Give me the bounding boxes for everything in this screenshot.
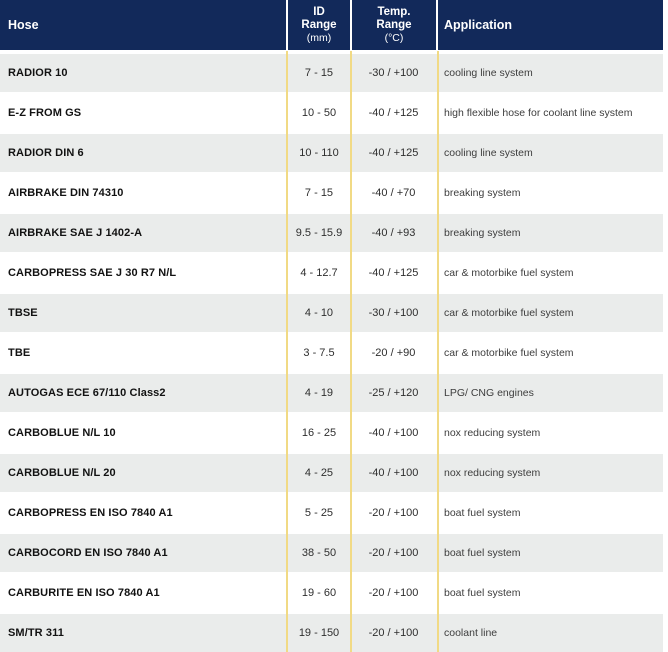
id-range-value: 4 - 12.7 <box>300 267 338 279</box>
table-row: CARBOPRESS SAE J 30 R7 N/L 4 - 12.7 -40 … <box>0 253 663 293</box>
application-value: cooling line system <box>444 147 533 159</box>
hose-name: CARBURITE EN ISO 7840 A1 <box>8 587 160 599</box>
table-row: CARBOPRESS EN ISO 7840 A1 5 - 25 -20 / +… <box>0 493 663 533</box>
table-row: E-Z FROM GS 10 - 50 -40 / +125 high flex… <box>0 93 663 133</box>
table-row: RADIOR DIN 6 10 - 110 -40 / +125 cooling… <box>0 133 663 173</box>
table-row: CARBOBLUE N/L 20 4 - 25 -40 / +100 nox r… <box>0 453 663 493</box>
application-value: nox reducing system <box>444 427 541 439</box>
temp-range-value: -40 / +70 <box>371 187 416 199</box>
temp-range-value: -40 / +125 <box>368 107 419 119</box>
temp-range-value: -25 / +120 <box>368 387 419 399</box>
table-body: RADIOR 10 7 - 15 -30 / +100 cooling line… <box>0 53 668 652</box>
hose-name: AIRBRAKE SAE J 1402-A <box>8 227 143 239</box>
id-range-value: 19 - 60 <box>301 587 337 599</box>
table-row: AIRBRAKE DIN 74310 7 - 15 -40 / +70 brea… <box>0 173 663 213</box>
column-divider-3 <box>437 51 439 652</box>
temp-range-value: -40 / +100 <box>368 427 419 439</box>
id-range-value: 16 - 25 <box>301 427 337 439</box>
application-value: breaking system <box>444 227 521 239</box>
col-header-id-line2: Range <box>301 18 337 31</box>
table-row: RADIOR 10 7 - 15 -30 / +100 cooling line… <box>0 53 663 93</box>
id-range-value: 9.5 - 15.9 <box>295 227 343 239</box>
id-range-value: 4 - 25 <box>304 467 334 479</box>
table-row: AUTOGAS ECE 67/110 Class2 4 - 19 -25 / +… <box>0 373 663 413</box>
id-range-value: 4 - 19 <box>304 387 334 399</box>
temp-range-value: -20 / +100 <box>368 587 419 599</box>
table-row: CARBURITE EN ISO 7840 A1 19 - 60 -20 / +… <box>0 573 663 613</box>
temp-range-value: -40 / +125 <box>368 147 419 159</box>
col-header-id-range: ID Range (mm) <box>288 0 350 50</box>
table-row: TBSE 4 - 10 -30 / +100 car & motorbike f… <box>0 293 663 333</box>
hose-name: CARBOBLUE N/L 10 <box>8 427 116 439</box>
col-header-temp-line1: Temp. <box>377 5 411 18</box>
temp-range-value: -20 / +100 <box>368 627 419 639</box>
temp-range-value: -40 / +125 <box>368 267 419 279</box>
temp-range-value: -20 / +90 <box>371 347 416 359</box>
hose-name: CARBOPRESS EN ISO 7840 A1 <box>8 507 173 519</box>
table-row: AIRBRAKE SAE J 1402-A 9.5 - 15.9 -40 / +… <box>0 213 663 253</box>
hose-name: CARBOPRESS SAE J 30 R7 N/L <box>8 267 177 279</box>
table-header: Hose ID Range (mm) Temp. Range (°C) Appl… <box>0 0 663 50</box>
application-value: nox reducing system <box>444 467 541 479</box>
column-divider-1 <box>286 51 288 652</box>
hose-name: TBSE <box>8 307 38 319</box>
hose-name: AUTOGAS ECE 67/110 Class2 <box>8 387 166 399</box>
table-row: CARBOCORD EN ISO 7840 A1 38 - 50 -20 / +… <box>0 533 663 573</box>
col-header-temp-range: Temp. Range (°C) <box>352 0 436 50</box>
application-value: car & motorbike fuel system <box>444 347 574 359</box>
id-range-value: 5 - 25 <box>304 507 334 519</box>
application-value: coolant line <box>444 627 498 639</box>
temp-range-value: -20 / +100 <box>368 547 419 559</box>
application-value: boat fuel system <box>444 587 521 599</box>
id-range-value: 10 - 110 <box>299 147 339 159</box>
temp-range-value: -40 / +93 <box>371 227 416 239</box>
hose-name: E-Z FROM GS <box>8 107 82 119</box>
col-header-id-unit: (mm) <box>306 31 332 44</box>
application-value: high flexible hose for coolant line syst… <box>444 107 633 119</box>
id-range-value: 19 - 150 <box>298 627 340 639</box>
hose-name: AIRBRAKE DIN 74310 <box>8 187 124 199</box>
hose-name: CARBOCORD EN ISO 7840 A1 <box>8 547 168 559</box>
hose-name: SM/TR 311 <box>8 627 64 639</box>
application-value: cooling line system <box>444 67 533 79</box>
table-row: SM/TR 311 19 - 150 -20 / +100 coolant li… <box>0 613 663 652</box>
application-value: breaking system <box>444 187 521 199</box>
col-header-temp-unit: (°C) <box>384 31 404 44</box>
temp-range-value: -40 / +100 <box>368 467 419 479</box>
application-value: car & motorbike fuel system <box>444 307 574 319</box>
application-value: LPG/ CNG engines <box>444 387 534 399</box>
hose-name: RADIOR 10 <box>8 67 68 79</box>
id-range-value: 4 - 10 <box>304 307 334 319</box>
col-header-application: Application <box>438 0 663 50</box>
application-value: car & motorbike fuel system <box>444 267 574 279</box>
column-divider-2 <box>350 51 352 652</box>
col-header-temp-line2: Range <box>376 18 412 31</box>
col-header-hose: Hose <box>0 0 286 50</box>
temp-range-value: -20 / +100 <box>368 507 419 519</box>
id-range-value: 38 - 50 <box>301 547 337 559</box>
hose-name: RADIOR DIN 6 <box>8 147 84 159</box>
hose-name: CARBOBLUE N/L 20 <box>8 467 116 479</box>
temp-range-value: -30 / +100 <box>368 307 419 319</box>
application-value: boat fuel system <box>444 547 521 559</box>
table-row: CARBOBLUE N/L 10 16 - 25 -40 / +100 nox … <box>0 413 663 453</box>
id-range-value: 3 - 7.5 <box>303 347 335 359</box>
table-row: TBE 3 - 7.5 -20 / +90 car & motorbike fu… <box>0 333 663 373</box>
id-range-value: 7 - 15 <box>304 67 334 79</box>
temp-range-value: -30 / +100 <box>368 67 419 79</box>
id-range-value: 10 - 50 <box>301 107 337 119</box>
hose-name: TBE <box>8 347 31 359</box>
id-range-value: 7 - 15 <box>304 187 334 199</box>
col-header-id-line1: ID <box>313 5 325 18</box>
application-value: boat fuel system <box>444 507 521 519</box>
